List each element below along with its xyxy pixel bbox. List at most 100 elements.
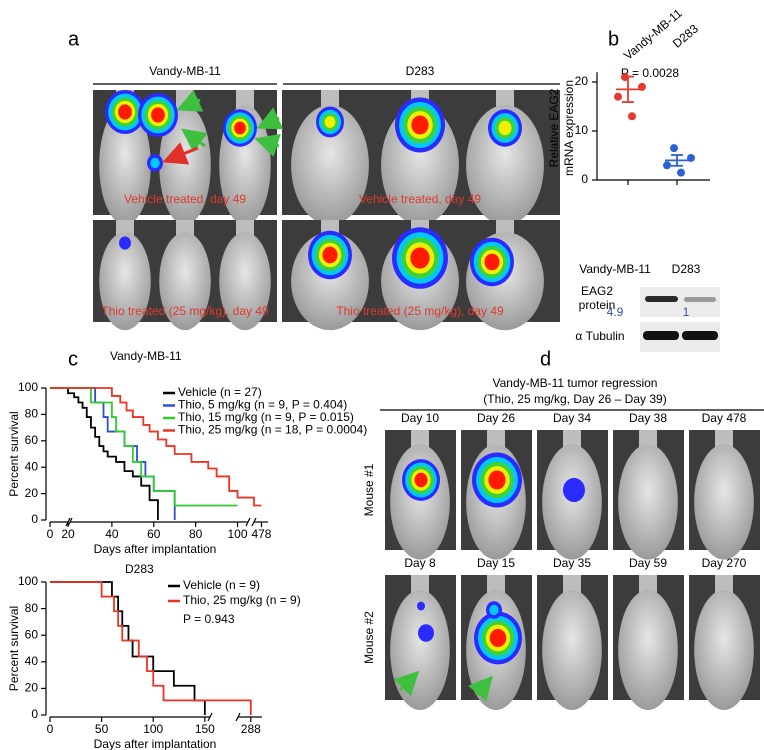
y-tick-label: 60 bbox=[25, 433, 39, 447]
survival-curve bbox=[50, 387, 159, 520]
tumor-signal bbox=[563, 477, 585, 503]
legend-label: Thio, 25 mg/kg (n = 18, P = 0.0004) bbox=[178, 423, 367, 437]
arrow bbox=[254, 133, 281, 157]
band bbox=[682, 331, 718, 340]
tumor-signal bbox=[118, 104, 132, 120]
x-tick-label: 0 bbox=[47, 722, 54, 736]
blot-row-label: EAG2 bbox=[581, 284, 613, 298]
row-label: Mouse #2 bbox=[362, 611, 376, 664]
row-label: Mouse #1 bbox=[362, 463, 376, 516]
caption: Thio treated (25 mg/kg), day 49 bbox=[101, 304, 269, 318]
rule bbox=[251, 517, 257, 527]
survival-curve bbox=[50, 387, 262, 507]
y-axis-label: Relative EAG2 bbox=[547, 88, 561, 167]
mouse bbox=[466, 105, 544, 225]
point bbox=[614, 92, 622, 101]
point bbox=[670, 144, 678, 153]
y-tick-label: 60 bbox=[25, 627, 39, 641]
mouse bbox=[542, 444, 602, 560]
annotation: P = 0.0028 bbox=[621, 66, 679, 80]
legend-label: Vehicle (n = 9) bbox=[183, 578, 260, 592]
y-axis-label: Percent survival bbox=[7, 606, 21, 691]
arrow bbox=[393, 670, 420, 697]
y-tick-label: 100 bbox=[18, 574, 38, 588]
x-tick-label: 20 bbox=[61, 527, 75, 541]
x-axis-label: Days after implantation bbox=[94, 542, 217, 556]
arrow bbox=[468, 675, 493, 702]
legend-label: Vehicle (n = 27) bbox=[178, 385, 262, 399]
y-tick-label: 0 bbox=[31, 512, 38, 526]
day-label: Day 478 bbox=[702, 411, 747, 425]
y-axis-label: Percent survival bbox=[7, 411, 21, 496]
y-tick-label: 40 bbox=[25, 459, 39, 473]
day-label: Day 15 bbox=[477, 556, 515, 570]
blot-column: D283 bbox=[672, 262, 701, 276]
x-tick-label: 40 bbox=[105, 527, 119, 541]
panel-label: b bbox=[608, 28, 619, 50]
day-label: Day 10 bbox=[401, 411, 439, 425]
panel-label: c bbox=[68, 348, 78, 370]
day-label: Day 8 bbox=[404, 556, 436, 570]
y-tick-label: 0 bbox=[31, 707, 38, 721]
mouse bbox=[291, 105, 369, 225]
y-tick-label: 20 bbox=[25, 681, 39, 695]
rule bbox=[67, 517, 73, 527]
arrow bbox=[181, 128, 208, 153]
y-tick-label: 20 bbox=[575, 74, 589, 88]
survival-curve bbox=[50, 387, 238, 507]
x-axis-label: Days after implantation bbox=[94, 737, 217, 750]
x-tick-label: 288 bbox=[241, 722, 261, 736]
band bbox=[643, 331, 679, 340]
x-tick-label: 150 bbox=[195, 722, 215, 736]
tumor-signal bbox=[417, 601, 425, 611]
x-tick-label: 50 bbox=[95, 722, 109, 736]
tumor-signal bbox=[234, 121, 246, 135]
mouse bbox=[694, 444, 754, 560]
caption: Vehicle treated, day 49 bbox=[124, 192, 246, 206]
legend-label: Thio, 25 mg/kg (n = 9) bbox=[183, 593, 301, 607]
tumor-signal bbox=[484, 253, 500, 271]
tumor-signal bbox=[151, 107, 165, 123]
mouse bbox=[99, 105, 151, 225]
column-title: Vandy-MB-11 bbox=[149, 64, 221, 78]
tumor-signal bbox=[324, 116, 336, 128]
rule bbox=[207, 712, 213, 722]
y-tick-label: 80 bbox=[25, 407, 39, 421]
blot-row-label: protein bbox=[579, 298, 616, 312]
tumor-signal bbox=[414, 472, 428, 488]
y-tick-label: 10 bbox=[575, 123, 589, 137]
point bbox=[663, 161, 671, 170]
arrow bbox=[162, 142, 199, 165]
mouse bbox=[694, 590, 754, 710]
x-tick-label: 60 bbox=[147, 527, 161, 541]
annotation: P = 0.943 bbox=[183, 612, 235, 626]
point bbox=[677, 168, 685, 177]
quant: 4.9 bbox=[607, 305, 624, 319]
y-tick-label: 40 bbox=[25, 654, 39, 668]
day-label: Day 26 bbox=[477, 411, 515, 425]
band bbox=[645, 296, 678, 302]
y-tick-label: 20 bbox=[25, 486, 39, 500]
mouse bbox=[618, 590, 678, 710]
rule bbox=[245, 517, 251, 527]
panel-title: (Thio, 25 mg/kg, Day 26 – Day 39) bbox=[483, 392, 666, 406]
band bbox=[684, 297, 716, 302]
y-tick-label: 80 bbox=[25, 601, 39, 615]
legend-label: Thio, 15 mg/kg (n = 9, P = 0.015) bbox=[178, 410, 354, 424]
day-label: Day 35 bbox=[553, 556, 591, 570]
caption: Thio treated (25 mg/kg), day 49 bbox=[336, 304, 504, 318]
blot-column: Vandy-MB-11 bbox=[579, 262, 651, 276]
x-tick-label: 0 bbox=[47, 527, 54, 541]
legend-label: Thio, 5 mg/kg (n = 9, P = 0.404) bbox=[178, 398, 347, 412]
survival-curve bbox=[50, 581, 252, 715]
x-tick-label: 478 bbox=[251, 527, 271, 541]
y-tick-label: 100 bbox=[18, 380, 38, 394]
tumor-signal bbox=[498, 120, 512, 136]
column-title: D283 bbox=[406, 64, 435, 78]
day-label: Day 59 bbox=[629, 556, 667, 570]
rule bbox=[235, 712, 241, 722]
tumor-signal bbox=[322, 246, 338, 264]
mouse bbox=[219, 232, 271, 331]
tumor-signal bbox=[150, 157, 160, 169]
